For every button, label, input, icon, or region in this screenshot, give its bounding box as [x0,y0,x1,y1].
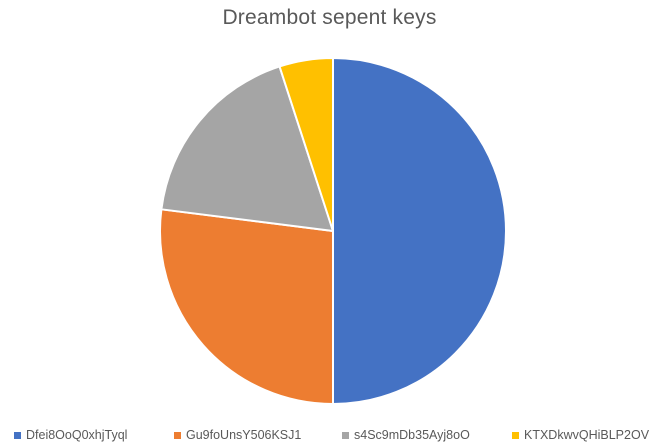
legend-label: Dfei8OoQ0xhjTyql [26,428,128,442]
pie-slice-KTXDkwvQHiBLP2OV [278,57,334,232]
legend-label: KTXDkwvQHiBLP2OV [524,428,650,442]
pie-slice-Gu9foUnsY506KSJ1 [159,208,334,405]
legend-swatch [342,431,349,439]
legend-swatch [14,431,21,439]
pie-slice-Dfei8OoQ0xhjTyql [332,57,507,405]
legend-label: Gu9foUnsY506KSJ1 [186,428,302,442]
chart-title: Dreambot sepent keys [222,6,437,29]
legend-swatch [512,431,519,439]
legend-item: KTXDkwvQHiBLP2OV [512,428,649,442]
legend-item: Gu9foUnsY506KSJ1 [174,428,301,442]
pie-slice-s4Sc9mDb35Ayj8oO [160,65,334,232]
legend-item: s4Sc9mDb35Ayj8oO [342,428,470,442]
legend-item: Dfei8OoQ0xhjTyql [14,428,127,442]
legend-label: s4Sc9mDb35Ayj8oO [354,428,470,442]
legend-swatch [174,431,181,439]
chart-legend: Dfei8OoQ0xhjTyql Gu9foUnsY506KSJ1 s4Sc9m… [0,428,659,446]
